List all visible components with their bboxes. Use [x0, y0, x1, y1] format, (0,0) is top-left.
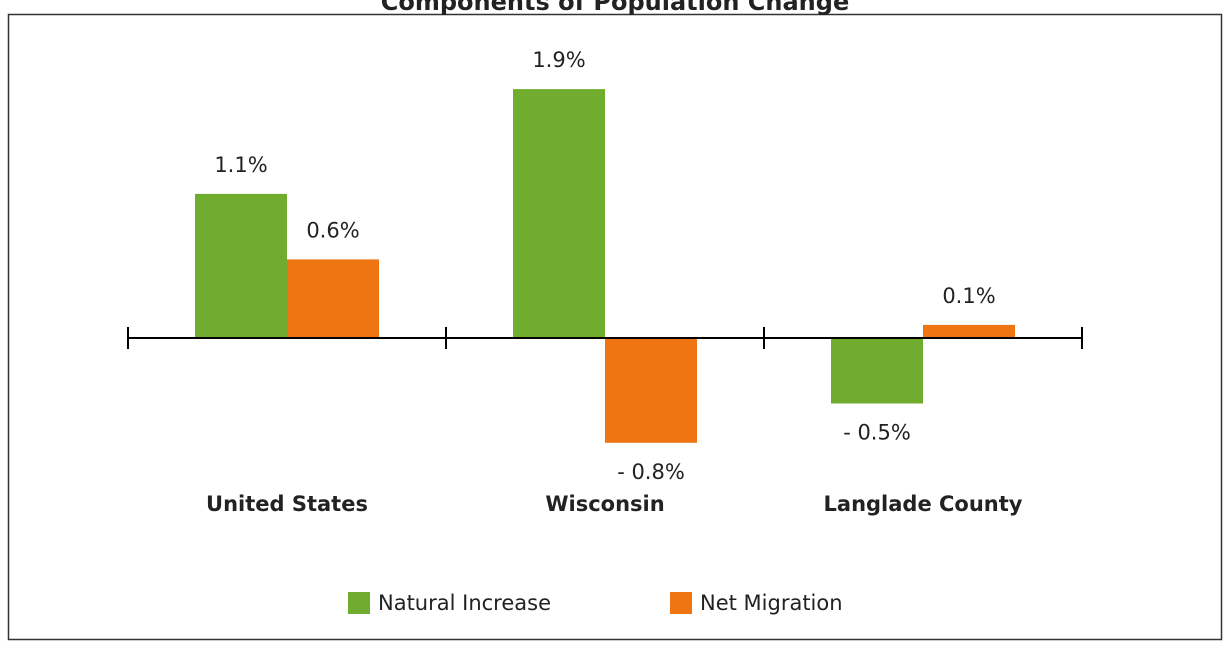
data-label: 1.1%	[214, 153, 267, 177]
x-tick-label: United States	[206, 492, 368, 516]
legend-swatch	[670, 592, 692, 614]
data-label: 1.9%	[532, 48, 585, 72]
legend-swatch	[348, 592, 370, 614]
data-label: 0.1%	[942, 284, 995, 308]
bar	[923, 324, 1015, 338]
data-label: - 0.8%	[617, 460, 685, 484]
x-tick-label: Langlade County	[824, 492, 1023, 516]
chart-frame	[7, 13, 1223, 641]
legend-label: Natural Increase	[378, 591, 551, 615]
bar	[605, 338, 697, 443]
bar	[513, 89, 605, 338]
bar	[831, 338, 923, 404]
bar	[195, 193, 287, 338]
bar	[287, 259, 379, 338]
legend-label: Net Migration	[700, 591, 843, 615]
data-label: - 0.5%	[843, 421, 911, 445]
data-label: 0.6%	[306, 218, 359, 242]
x-tick-label: Wisconsin	[545, 492, 664, 516]
chart-title: Components of Population Change	[381, 0, 849, 16]
